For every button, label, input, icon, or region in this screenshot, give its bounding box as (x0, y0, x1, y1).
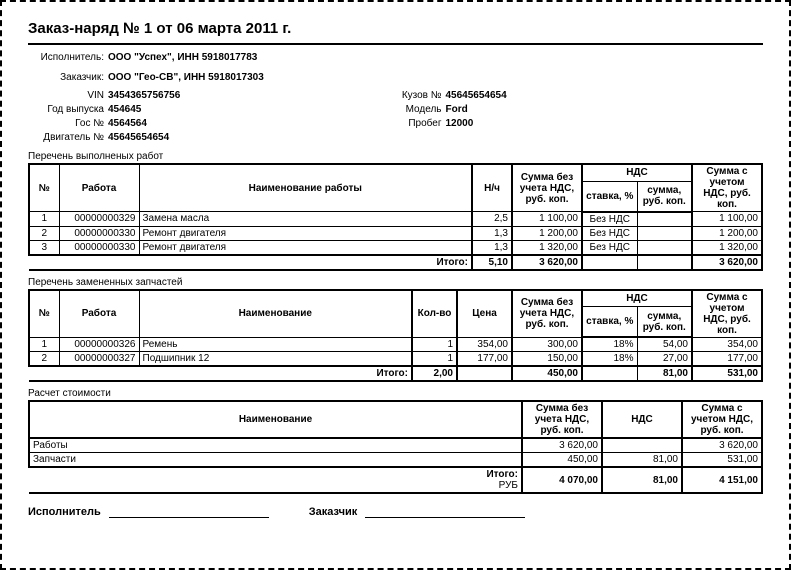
vin-label: VIN (28, 89, 108, 103)
model-label: Модель (396, 103, 446, 117)
customer-sign-label: Заказчик (309, 506, 357, 518)
gos-label: Гос № (28, 117, 108, 131)
col-num: № (29, 290, 59, 338)
col-sum-no-vat: Сумма без учета НДС, руб. коп. (512, 164, 582, 212)
executor-label: Исполнитель: (28, 51, 108, 65)
document-title: Заказ-наряд № 1 от 06 марта 2011 г. (28, 20, 763, 37)
col-sum-with-vat: Сумма с учетом НДС, руб. коп. (692, 290, 762, 338)
parts-section-label: Перечень замененных запчастей (28, 277, 763, 288)
col-qty: Кол-во (412, 290, 457, 338)
executor-value: ООО "Успех", ИНН 5918017783 (108, 51, 257, 65)
col-sum-with-vat: Сумма с учетом НДС, руб. коп. (682, 401, 762, 438)
col-work: Работа (59, 290, 139, 338)
col-rate: ставка, % (582, 181, 637, 211)
executor-sign-label: Исполнитель (28, 506, 101, 518)
col-name: Наименование работы (139, 164, 472, 212)
year-label: Год выпуска (28, 103, 108, 117)
parts-total-row: Итого:2,00450,0081,00531,00 (29, 366, 762, 381)
engine-value: 45645654654 (108, 131, 169, 145)
table-row: Запчасти450,0081,00531,00 (29, 453, 762, 468)
col-rate: ставка, % (582, 307, 637, 337)
col-work: Работа (59, 164, 139, 212)
works-table: № Работа Наименование работы Н/ч Сумма б… (28, 163, 763, 271)
gos-value: 4564564 (108, 117, 147, 131)
year-value: 454645 (108, 103, 141, 117)
table-row: 200000000330Ремонт двигателя1,31 200,00Б… (29, 226, 762, 240)
executor-sign-line (109, 517, 269, 518)
col-vat: НДС (582, 164, 692, 181)
col-sum-no-vat: Сумма без учета НДС, руб. коп. (512, 290, 582, 338)
col-vat-sum: сумма, руб. коп. (637, 307, 692, 337)
mileage-label: Пробег (396, 117, 446, 131)
col-sum-with-vat: Сумма с учетом НДС, руб. коп. (692, 164, 762, 212)
cost-total-row: Итого:РУБ4 070,0081,004 151,00 (29, 467, 762, 493)
model-value: Ford (446, 103, 468, 117)
col-vat: НДС (582, 290, 692, 307)
works-section-label: Перечень выполненых работ (28, 151, 763, 162)
table-row: 100000000329Замена масла2,51 100,00Без Н… (29, 212, 762, 227)
customer-label: Заказчик: (28, 71, 108, 85)
col-sum-no-vat: Сумма без учета НДС, руб. коп. (522, 401, 602, 438)
col-name: Наименование (29, 401, 522, 438)
mileage-value: 12000 (446, 117, 474, 131)
col-name: Наименование (139, 290, 412, 338)
col-num: № (29, 164, 59, 212)
table-row: 200000000327Подшипник 121177,00150,0018%… (29, 352, 762, 367)
title-rule (28, 43, 763, 45)
body-value: 45645654654 (446, 89, 507, 103)
cost-table: Наименование Сумма без учета НДС, руб. к… (28, 400, 763, 494)
col-hours: Н/ч (472, 164, 512, 212)
body-label: Кузов № (396, 89, 446, 103)
cost-section-label: Расчет стоимости (28, 388, 763, 399)
works-total-row: Итого:5,103 620,003 620,00 (29, 255, 762, 270)
vin-value: 3454365756756 (108, 89, 180, 103)
table-row: 300000000330Ремонт двигателя1,31 320,00Б… (29, 240, 762, 255)
parts-table: № Работа Наименование Кол-во Цена Сумма … (28, 289, 763, 383)
col-price: Цена (457, 290, 512, 338)
col-vat: НДС (602, 401, 682, 438)
engine-label: Двигатель № (28, 131, 108, 145)
customer-sign-line (365, 517, 525, 518)
col-vat-sum: сумма, руб. коп. (637, 181, 692, 211)
table-row: Работы3 620,003 620,00 (29, 438, 762, 453)
customer-value: ООО "Гео-СВ", ИНН 5918017303 (108, 71, 264, 85)
document-page: Заказ-наряд № 1 от 06 марта 2011 г. Испо… (0, 0, 791, 570)
table-row: 100000000326Ремень1354,00300,0018%54,003… (29, 337, 762, 352)
